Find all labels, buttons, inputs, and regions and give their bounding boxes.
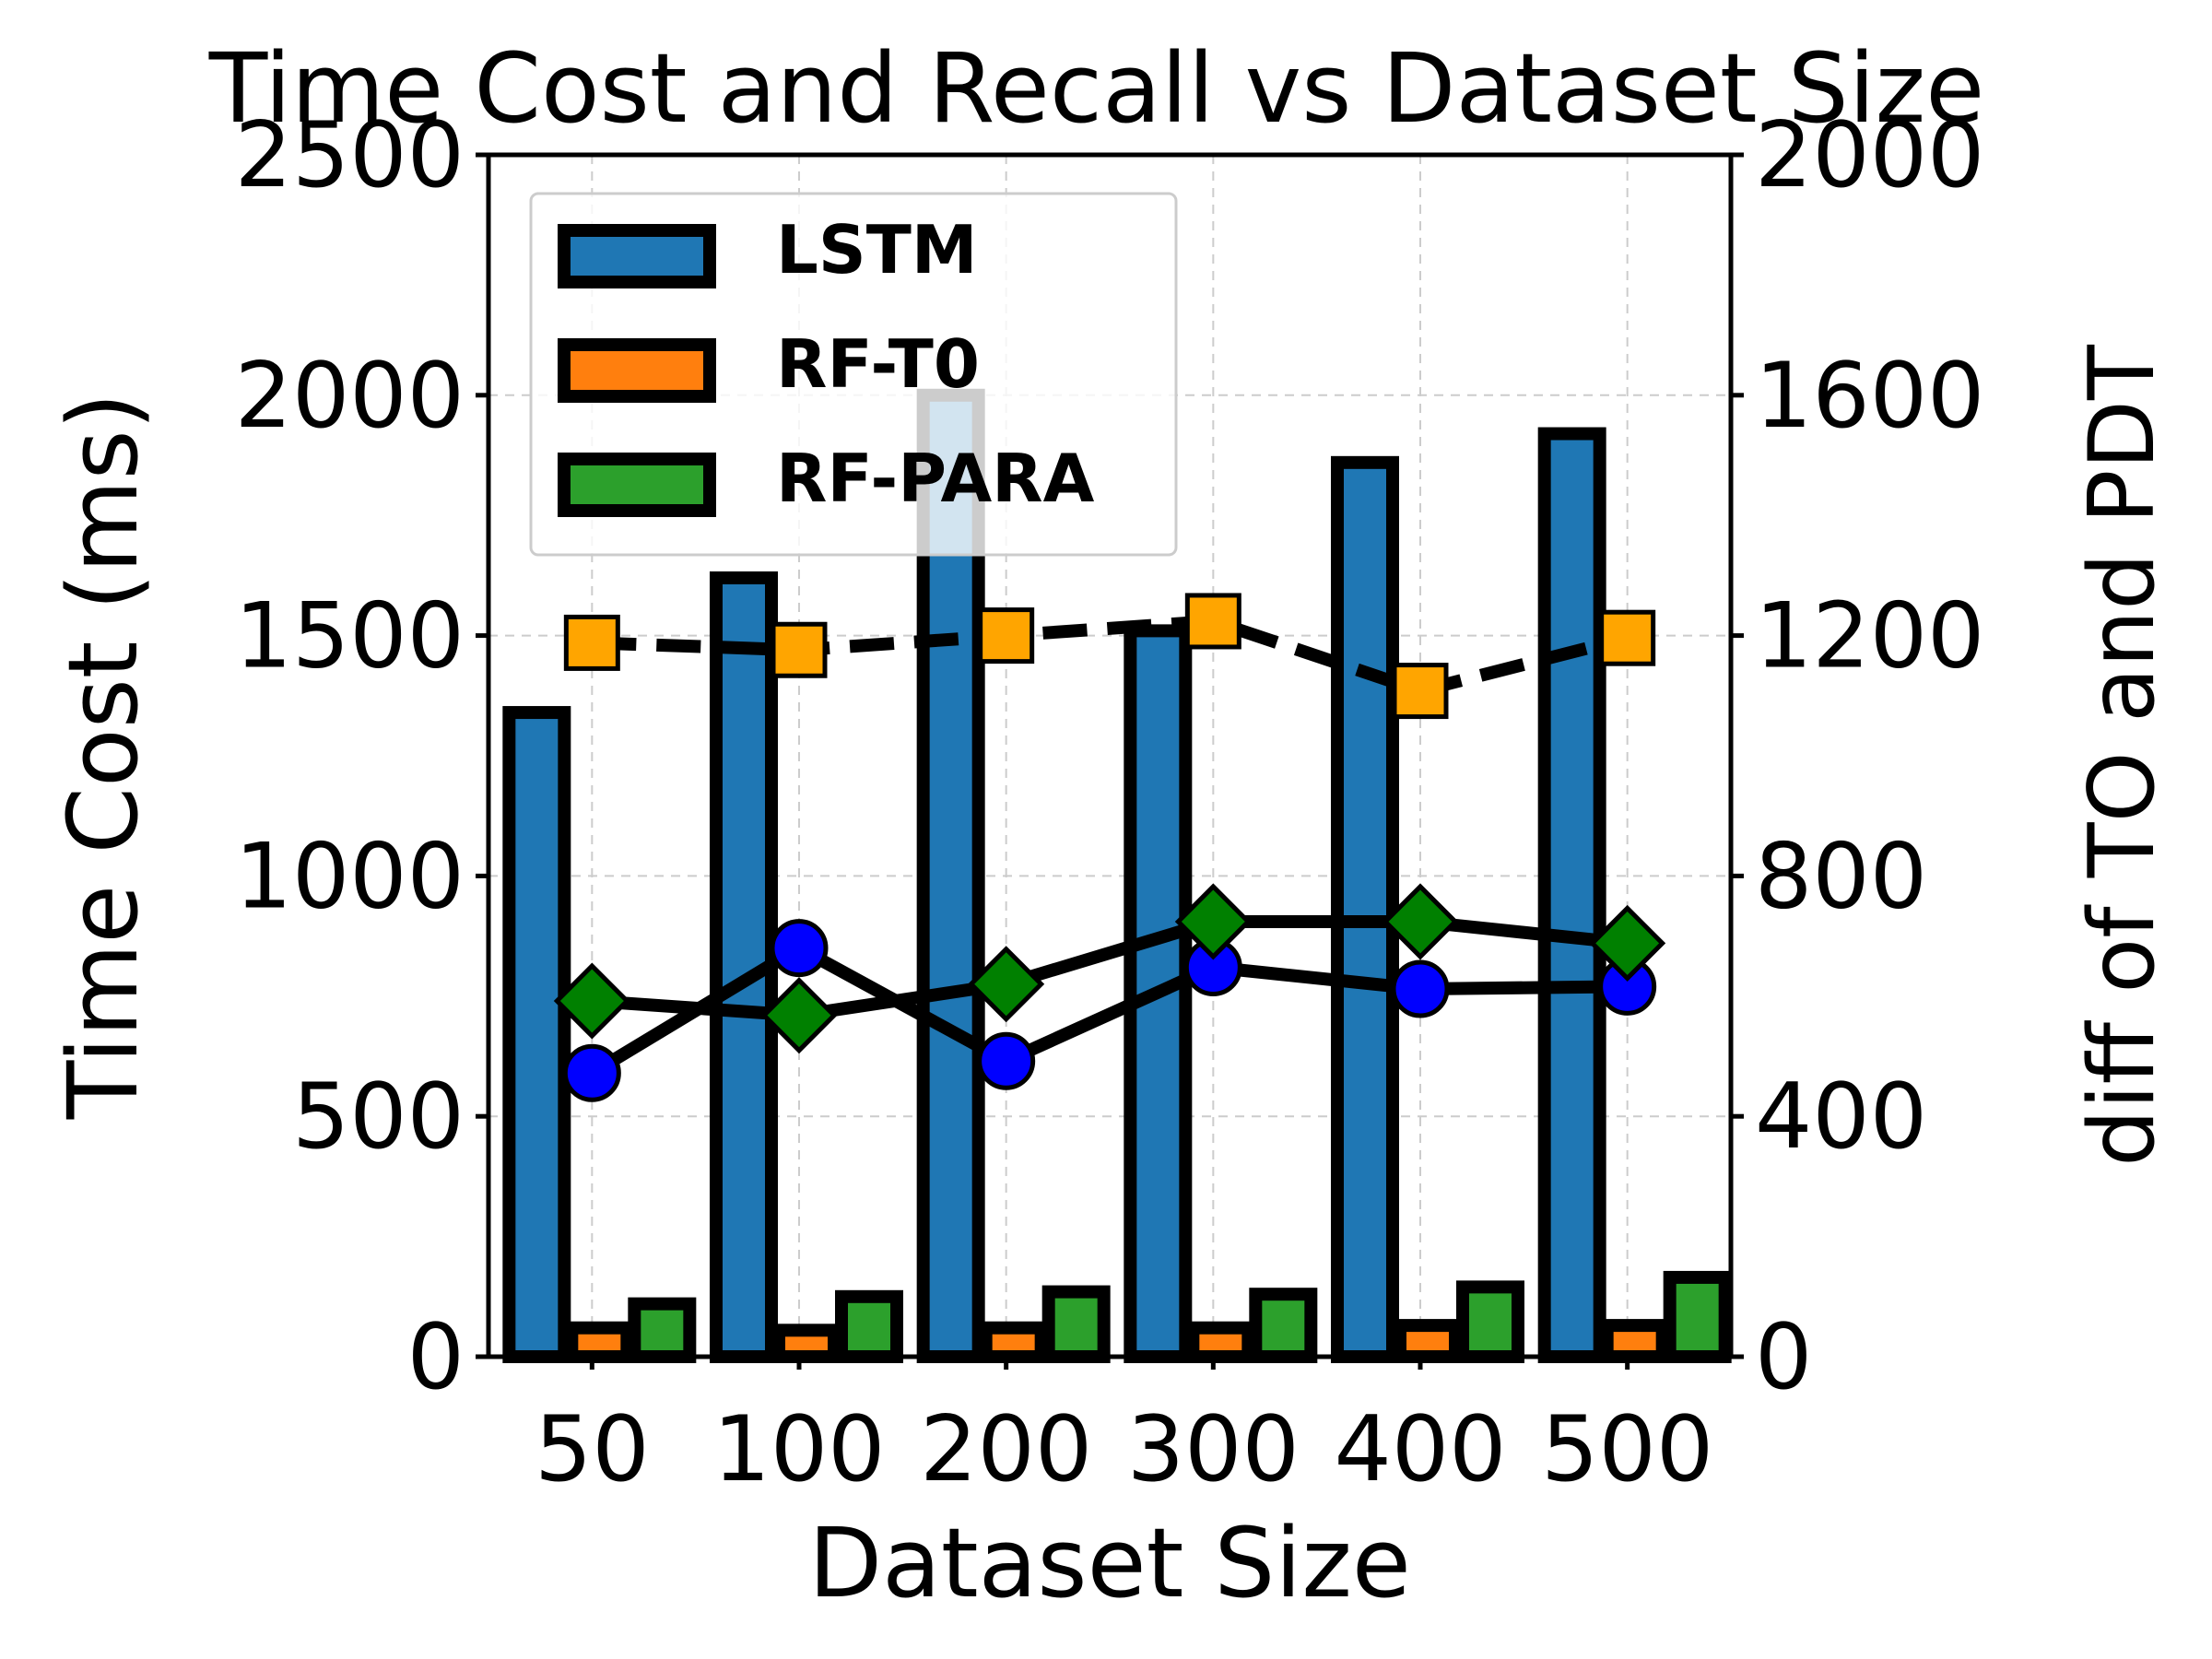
marker-diamond-300 — [1174, 883, 1252, 960]
bar-rf-t0-400 — [1394, 1319, 1462, 1363]
legend-swatch-lstm — [558, 224, 716, 288]
bar-lstm-50 — [502, 706, 571, 1363]
x-tick-label: 300 — [1127, 1397, 1300, 1502]
marker-circle-100 — [770, 919, 829, 978]
y-axis-label: Time Cost (ms) — [47, 393, 159, 1120]
x-tick-label: 50 — [535, 1397, 650, 1502]
line-series — [553, 593, 1666, 1102]
bar-rf-t0-100 — [772, 1324, 841, 1364]
y2-tick-label: 2000 — [1755, 103, 1984, 208]
bar-rf-para-400 — [1456, 1280, 1524, 1364]
y2-tick-label: 1200 — [1755, 584, 1984, 689]
marker-circle-50 — [562, 1043, 621, 1102]
bar-lstm-400 — [1331, 455, 1399, 1364]
marker-square-200 — [978, 607, 1035, 665]
marker-square-100 — [771, 621, 828, 678]
legend-swatch-rf-para — [558, 453, 716, 517]
y-tick-label: 1000 — [235, 824, 465, 929]
x-tick-label: 100 — [712, 1397, 885, 1502]
marker-square-400 — [1392, 663, 1449, 720]
legend-label-rf-para: RF-PARA — [776, 440, 1095, 517]
bar-rf-t0-300 — [1186, 1321, 1255, 1363]
marker-diamond-400 — [1382, 883, 1459, 960]
y-tick-label: 2000 — [235, 344, 465, 449]
plot-frame — [486, 152, 1734, 1359]
marker-square-300 — [1184, 593, 1241, 650]
bar-rf-para-50 — [628, 1297, 697, 1364]
x-tick-label: 400 — [1334, 1397, 1506, 1502]
bar-rf-t0-200 — [979, 1321, 1048, 1363]
bar-rf-t0-50 — [565, 1321, 634, 1363]
legend: LSTM RF-T0 RF-PARA — [529, 192, 1178, 557]
bar-rf-t0-500 — [1600, 1319, 1669, 1363]
bar-rf-para-200 — [1041, 1285, 1111, 1363]
y-tick-label: 1500 — [235, 584, 465, 689]
marker-diamond-500 — [1589, 904, 1666, 982]
y-tick-label: 2500 — [235, 103, 465, 208]
line-series-2 — [588, 941, 1628, 1079]
legend-label-lstm: LSTM — [776, 211, 978, 288]
marker-square-500 — [1599, 609, 1656, 666]
line-series-1 — [592, 614, 1630, 698]
marker-circle-200 — [977, 1031, 1036, 1090]
bar-rf-para-100 — [835, 1289, 903, 1364]
bar-lstm-500 — [1537, 427, 1606, 1363]
x-axis-label: Dataset Size — [808, 1507, 1411, 1619]
marker-square-50 — [563, 614, 620, 671]
y-tick-label: 0 — [407, 1305, 465, 1410]
marker-circle-400 — [1391, 959, 1450, 1018]
y2-tick-label: 400 — [1755, 1065, 1927, 1170]
x-tick-label: 500 — [1541, 1397, 1713, 1502]
chart-title: Time Cost and Recall vs Dataset Size — [208, 32, 1985, 145]
legend-swatch-rf-t0 — [558, 338, 716, 403]
marker-diamond-50 — [553, 962, 630, 1040]
legend-label-rf-t0: RF-T0 — [776, 325, 980, 403]
y2-tick-label: 800 — [1755, 824, 1927, 929]
bar-rf-para-300 — [1249, 1288, 1318, 1364]
y2-tick-label: 0 — [1755, 1305, 1812, 1410]
marker-diamond-200 — [968, 946, 1045, 1023]
y-tick-label: 500 — [292, 1065, 465, 1170]
x-tick-label: 200 — [920, 1397, 1092, 1502]
ticks: 0 500 1000 1500 2000 2500 0 400 800 1200 1600 2000 5… — [235, 103, 1985, 1502]
bar-rf-para-500 — [1663, 1270, 1732, 1364]
marker-diamond-100 — [760, 977, 838, 1054]
y2-axis-label: diff of TO and PDT — [2070, 344, 2175, 1167]
y2-tick-label: 1600 — [1755, 344, 1984, 449]
